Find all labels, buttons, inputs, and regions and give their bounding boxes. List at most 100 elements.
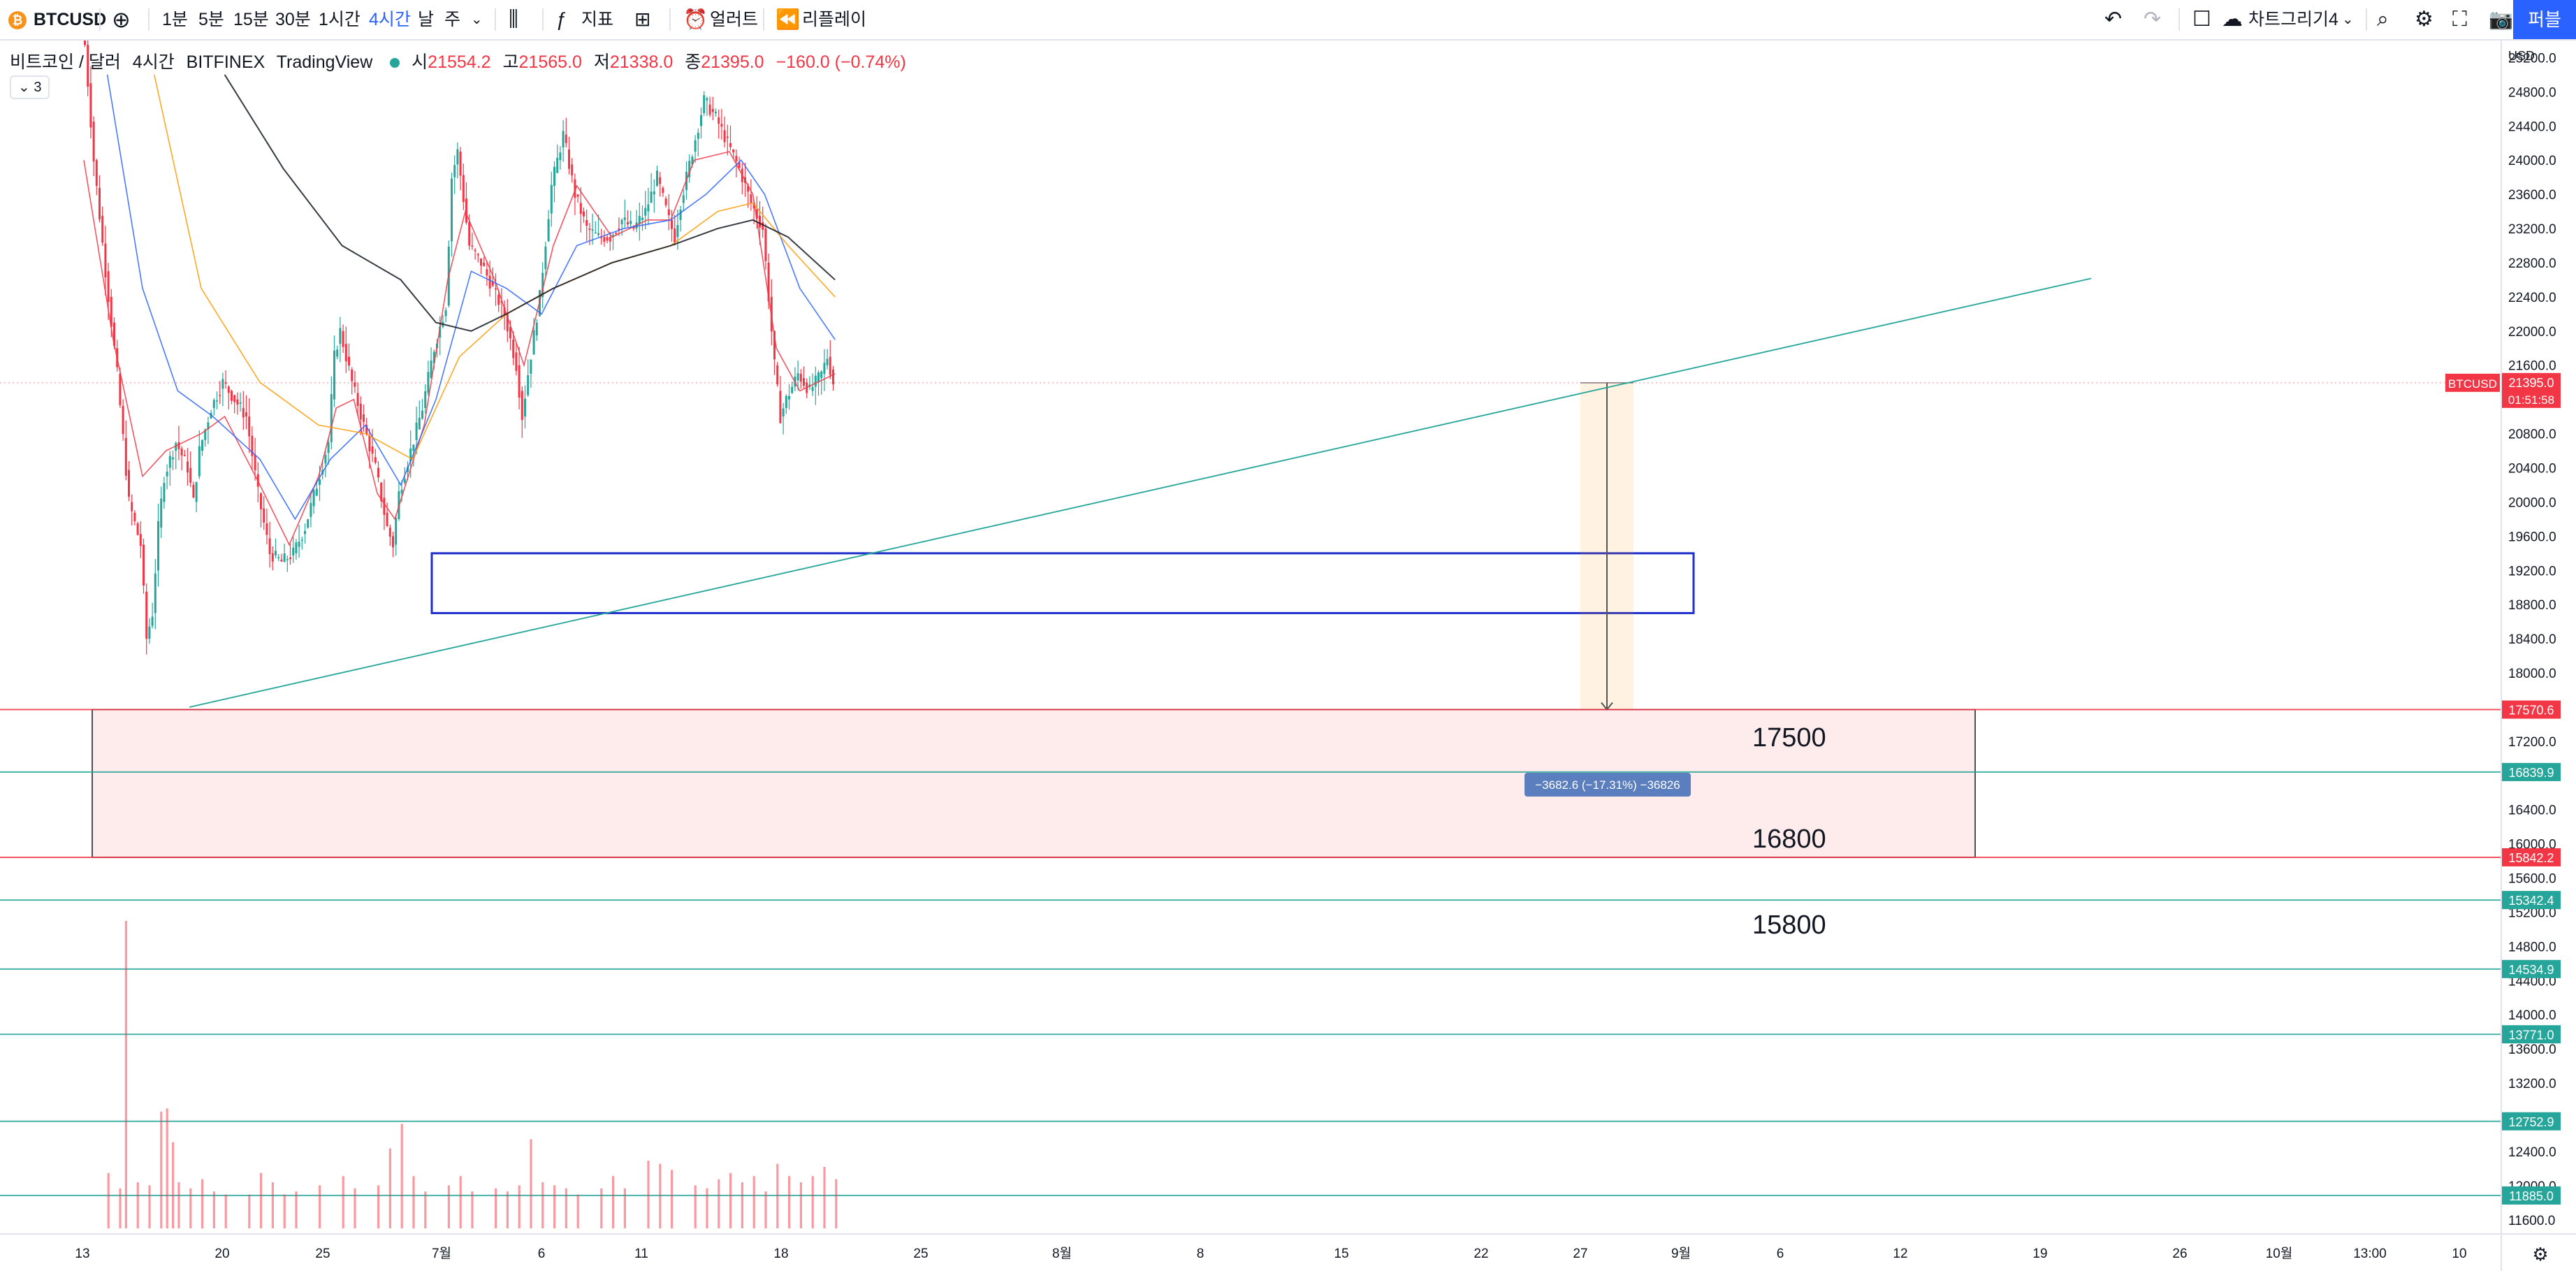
layout-square-icon[interactable]: ☐: [2192, 8, 2211, 31]
timeframe-30m[interactable]: 30분: [275, 10, 311, 29]
undo-icon[interactable]: ↶: [2104, 8, 2123, 31]
price-tick-label: 20400.0: [2508, 462, 2556, 477]
candle-body: [160, 498, 163, 528]
toolbar-divider: [2366, 8, 2367, 31]
candle-body: [650, 191, 653, 203]
candle-body: [782, 408, 785, 417]
layout-dropdown-chevron-icon[interactable]: ⌄: [2342, 12, 2354, 27]
volume-bar: [177, 1182, 180, 1228]
volume-bar: [248, 1194, 251, 1228]
candle-body: [166, 472, 168, 477]
volume-bar: [471, 1191, 474, 1228]
volume-bar: [342, 1176, 344, 1228]
search-icon[interactable]: ⌕: [2377, 8, 2389, 31]
replay-button[interactable]: 리플레이: [802, 10, 867, 29]
candle-body: [674, 228, 676, 243]
candle-body: [124, 437, 127, 476]
candle-body: [207, 422, 210, 430]
volume-bar: [671, 1170, 674, 1228]
timeframe-dropdown-chevron-icon[interactable]: ⌄: [471, 12, 483, 27]
close-label: 종: [685, 52, 701, 72]
publish-button[interactable]: 퍼블: [2513, 0, 2576, 39]
candle-body: [462, 175, 465, 203]
last-price-symbol: BTCUSD: [2448, 377, 2497, 391]
candle-body: [427, 372, 430, 393]
candle-body: [497, 294, 500, 305]
indicators-icon[interactable]: ƒ: [556, 8, 567, 30]
price-tick-label: 22400.0: [2508, 291, 2556, 305]
candle-body: [388, 528, 391, 537]
volume-bar: [271, 1182, 274, 1228]
candle-body: [474, 249, 476, 252]
candle-body: [832, 369, 834, 385]
replay-rewind-icon[interactable]: ⏪: [776, 8, 800, 30]
time-tick-label: 11: [634, 1247, 648, 1261]
candle-body: [453, 165, 456, 177]
candle-body: [632, 226, 635, 229]
compare-add-icon[interactable]: ⊕: [112, 7, 131, 32]
price-tick-label: 16400.0: [2508, 804, 2556, 818]
volume-bar: [107, 1172, 110, 1228]
candle-body: [729, 143, 732, 147]
timeframe-week[interactable]: 주: [444, 10, 461, 29]
timeframe-5m[interactable]: 5분: [198, 10, 224, 29]
candle-body: [829, 356, 831, 375]
templates-grid-icon[interactable]: ⊞: [634, 8, 651, 30]
price-tick-label: 20800.0: [2508, 428, 2556, 442]
level-label-text: 15800: [1752, 910, 1826, 940]
candle-body: [219, 395, 221, 397]
candle-body: [515, 352, 518, 371]
fullscreen-icon[interactable]: ⛶: [2452, 8, 2467, 31]
timeframe-4h[interactable]: 4시간: [369, 10, 411, 29]
candle-body: [359, 403, 362, 420]
candle-body: [163, 483, 166, 502]
price-tick-label: 22000.0: [2508, 325, 2556, 340]
timeframe-15m[interactable]: 15분: [233, 10, 269, 29]
layout-name[interactable]: 차트그리기4: [2248, 10, 2338, 29]
candle-body: [122, 405, 124, 435]
indicators-button[interactable]: 지표: [581, 10, 614, 29]
candlesticks: [84, 41, 834, 655]
indicators-collapse-toggle[interactable]: ⌄ 3: [10, 75, 50, 99]
candle-body: [641, 217, 643, 220]
volume-bar: [541, 1182, 544, 1228]
alarm-clock-icon[interactable]: ⏰: [683, 8, 708, 30]
candle-body: [371, 446, 374, 454]
volume-bar: [799, 1182, 802, 1228]
candle-body: [799, 373, 802, 382]
cloud-save-icon[interactable]: ☁: [2222, 8, 2243, 31]
candle-body: [603, 237, 606, 242]
candle-body: [647, 204, 650, 212]
volume-bar: [553, 1185, 556, 1228]
candle-body: [383, 497, 386, 515]
time-axis[interactable]: 13 20 25 7월 6 11 18 25 8월 8 15 22 27 9월 6 12 19 26 10월 13:0…: [0, 1233, 2576, 1265]
timeframe-day[interactable]: 날: [418, 10, 435, 29]
price-tick-label: 14800.0: [2508, 940, 2556, 954]
timeframe-1m[interactable]: 1분: [162, 10, 188, 29]
volume-bar: [459, 1176, 462, 1228]
alert-button[interactable]: 얼러트: [710, 10, 759, 29]
price-tick-label: 15200.0: [2508, 906, 2556, 920]
candle-body: [87, 45, 89, 87]
redo-icon[interactable]: ↷: [2144, 8, 2162, 31]
candle-body: [418, 417, 421, 430]
candle-body: [201, 440, 203, 451]
symbol-search[interactable]: BTCUSD: [34, 10, 107, 29]
time-tick-label: 13: [75, 1247, 89, 1261]
candle-body: [377, 467, 379, 478]
camera-snapshot-icon[interactable]: 📷: [2489, 8, 2513, 30]
candle-style-icon[interactable]: ⫼: [509, 8, 518, 31]
timeframe-1h[interactable]: 1시간: [319, 10, 361, 29]
price-axis[interactable]: USD11600.012000.012400.012800.013200.013…: [2445, 41, 2576, 1271]
candle-body: [541, 273, 544, 297]
gear-icon[interactable]: ⚙: [2415, 8, 2433, 31]
candle-body: [553, 166, 555, 186]
candle-body: [532, 330, 535, 355]
price-tag-label: 15842.2: [2508, 851, 2554, 865]
candle-body: [491, 282, 494, 286]
time-tick-label: 13:00: [2353, 1247, 2387, 1261]
legend-title[interactable]: 비트코인 / 달러: [10, 52, 121, 72]
candle-body: [177, 442, 180, 449]
candle-body: [512, 340, 515, 358]
